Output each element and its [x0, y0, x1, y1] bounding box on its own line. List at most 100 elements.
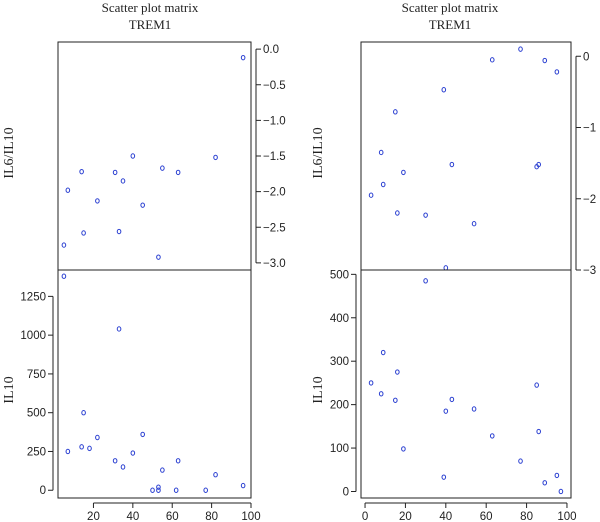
data-point [380, 349, 386, 356]
x-tick-label: 60 [480, 511, 493, 522]
y-tick-label: 1250 [20, 291, 46, 303]
y-tick-label: −2.0 [263, 187, 286, 199]
y-tick-label: 200 [330, 400, 349, 412]
data-point [116, 326, 122, 332]
y-tick-label: 500 [330, 269, 349, 281]
data-point [160, 165, 165, 171]
x-tick-label: 80 [205, 511, 218, 522]
data-point [95, 434, 100, 441]
panel-frame [360, 41, 572, 271]
data-point [160, 467, 165, 473]
data-point [558, 488, 564, 495]
x-tick-label: 0 [362, 511, 368, 522]
data-point [65, 448, 71, 455]
x-tick-label: 20 [87, 511, 100, 522]
data-point [150, 487, 155, 493]
data-point [140, 202, 145, 208]
data-point [368, 380, 374, 386]
data-point [120, 178, 126, 184]
data-point [534, 382, 539, 388]
data-point [395, 369, 400, 375]
data-point [140, 431, 145, 438]
data-point [95, 198, 100, 204]
y-tick-label: 0 [40, 485, 46, 497]
data-point [65, 187, 71, 193]
data-point [368, 192, 374, 198]
left-bottom-ylabel: IL10 [2, 376, 17, 403]
left-top-ylabel: IL6/IL10 [2, 127, 17, 178]
left-title-main: Scatter plot matrix [102, 0, 199, 15]
data-point [175, 458, 181, 464]
y-tick-label: −3 [583, 265, 596, 277]
data-point [156, 487, 161, 493]
panel-right-top: 0 −1 −2 −3 [360, 41, 596, 277]
y-tick-label: 400 [330, 313, 349, 325]
data-point [213, 472, 218, 478]
y-tick-label: 100 [330, 443, 349, 455]
data-point [130, 450, 136, 456]
data-point [449, 396, 455, 403]
data-point [401, 446, 406, 452]
x-tick-label: 100 [241, 511, 260, 522]
panel-left-bottom: 0 250 500 750 1000 1250 20 40 60 80 100 [20, 269, 261, 522]
data-point [130, 153, 136, 159]
x-tick-label: 40 [439, 511, 452, 522]
x-tick-label: 100 [557, 511, 576, 522]
y-tick-label: 500 [27, 408, 46, 420]
data-point [441, 87, 447, 93]
data-point [542, 480, 548, 486]
data-point [443, 265, 449, 271]
data-point [203, 487, 209, 493]
data-point [112, 458, 118, 464]
right-bottom-ylabel: IL10 [311, 376, 326, 403]
y-tick-label: 750 [27, 369, 46, 381]
data-point [87, 445, 92, 452]
right-title-sub: TREM1 [429, 17, 472, 32]
data-point [395, 210, 400, 216]
data-point [116, 228, 122, 235]
data-point [542, 57, 548, 64]
y-tick-label: 0 [343, 486, 349, 498]
y-tick-label: 300 [330, 356, 349, 368]
data-point [61, 242, 67, 248]
right-top-ylabel: IL6/IL10 [311, 127, 326, 178]
data-point [536, 161, 541, 168]
x-tick-label: 20 [399, 511, 412, 522]
data-point [441, 474, 447, 480]
data-point [120, 464, 126, 470]
y-tick-label: 0.0 [263, 44, 279, 56]
x-tick-label: 40 [126, 511, 139, 522]
data-point [423, 278, 428, 284]
y-tick-label: −1.0 [263, 115, 286, 127]
data-point [175, 169, 181, 176]
x-tick-label: 60 [166, 511, 179, 522]
data-point [81, 230, 86, 236]
data-point [489, 433, 495, 439]
data-point [489, 57, 495, 63]
data-point [423, 212, 428, 218]
y-tick-label: −2.5 [263, 222, 286, 234]
data-point [156, 254, 161, 260]
data-point [378, 149, 384, 156]
data-point [240, 482, 246, 489]
y-tick-label: 1000 [20, 330, 46, 342]
data-point [112, 169, 118, 176]
data-point [240, 54, 246, 61]
y-tick-label: 0 [583, 51, 589, 63]
right-title-main: Scatter plot matrix [402, 0, 499, 15]
panel-frame [57, 269, 252, 499]
y-tick-label: −2 [583, 194, 596, 206]
data-point [393, 397, 398, 403]
y-tick-label: −0.5 [263, 80, 286, 92]
data-point [449, 161, 455, 168]
y-tick-label: 250 [27, 446, 46, 458]
panel-right-bottom: 0 100 200 300 400 500 0 20 40 60 80 100 [330, 269, 577, 522]
data-point [79, 444, 84, 450]
y-tick-label: −1 [583, 123, 596, 135]
data-point [536, 428, 541, 435]
panel-frame [360, 269, 572, 499]
data-point [443, 408, 449, 414]
data-point [518, 46, 523, 52]
data-point [554, 472, 560, 479]
